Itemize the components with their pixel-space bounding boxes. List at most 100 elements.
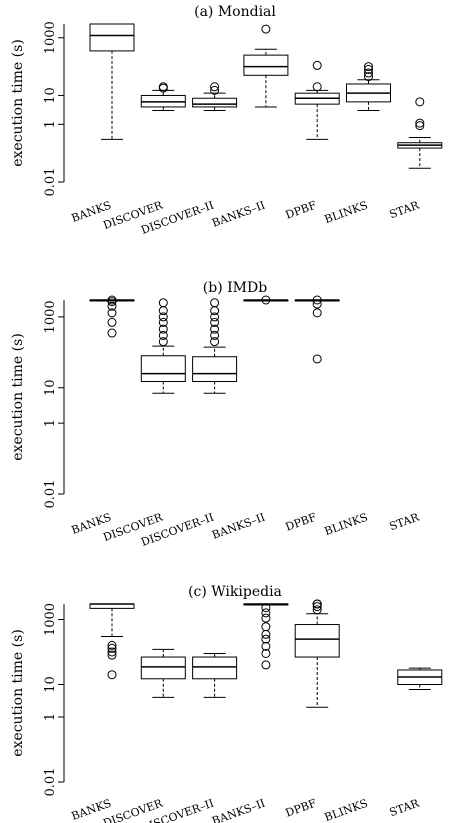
outlier-point — [261, 24, 271, 34]
outlier-point — [210, 82, 220, 92]
boxplot-dpbf — [294, 599, 340, 708]
x-tick-label: DPBF — [284, 510, 319, 533]
x-tick-label: STAR — [388, 796, 422, 819]
outlier-point — [210, 337, 220, 347]
outlier-point — [364, 62, 373, 72]
chart-panel-2: (b) IMDb 0.01 1 10 1000 execution time (s) BAN… — [10, 280, 421, 549]
panel-title: (c) Wikipedia — [188, 584, 282, 600]
outlier-point — [364, 68, 373, 78]
outlier-point — [261, 608, 271, 618]
outlier-point — [107, 670, 117, 680]
iqr-box — [140, 656, 186, 680]
outlier-point — [210, 306, 220, 316]
outlier-point — [107, 643, 117, 653]
outlier-point — [158, 317, 168, 327]
x-tick-label: DPBF — [284, 198, 319, 221]
outlier-point — [210, 298, 220, 308]
iqr-box — [294, 624, 340, 658]
boxplot-dpbf — [294, 60, 340, 140]
outlier-point — [364, 64, 373, 74]
y-tick-label: 10 — [43, 676, 58, 693]
outlier-point — [261, 634, 271, 644]
boxplot-discover — [140, 648, 186, 698]
outlier-point — [158, 298, 168, 308]
boxplot-banks-ii — [243, 295, 289, 305]
boxplot-discover-ii — [192, 652, 238, 698]
outlier-point — [261, 641, 271, 651]
iqr-box — [192, 656, 238, 680]
outlier-point — [158, 82, 168, 92]
y-tick-label: 0.01 — [43, 768, 58, 797]
boxplot-banks-ii — [243, 603, 289, 670]
outlier-point — [107, 317, 117, 327]
outlier-point — [312, 299, 322, 309]
boxplot-banks — [89, 295, 135, 338]
y-tick-label: 0.01 — [43, 168, 58, 197]
outlier-point — [415, 97, 425, 107]
outlier-point — [312, 602, 322, 612]
iqr-box — [243, 54, 289, 76]
boxplot-dpbf — [294, 295, 340, 364]
outlier-point — [261, 660, 271, 670]
boxplot-star — [397, 97, 443, 169]
x-tick-label: BANKS–II — [210, 511, 267, 542]
outlier-point — [107, 647, 117, 657]
outlier-point — [210, 85, 220, 95]
outlier-point — [415, 121, 425, 131]
y-tick-label: 1 — [43, 713, 58, 721]
chart-panel-3: (c) Wikipedia 0.01 1 10 1000 execution time (… — [10, 584, 443, 823]
outlier-point — [210, 324, 220, 334]
y-tick-label: 10 — [43, 379, 58, 396]
outlier-point — [312, 599, 322, 609]
y-tick-label: 1 — [43, 120, 58, 128]
outlier-point — [210, 312, 220, 322]
x-tick-label: BLINKS — [323, 797, 370, 823]
outlier-point — [158, 330, 168, 340]
y-tick-label: 1 — [43, 419, 58, 427]
y-tick-label: 0.01 — [43, 480, 58, 509]
outlier-point — [158, 306, 168, 316]
boxplot-discover — [140, 298, 186, 394]
outlier-point — [312, 605, 322, 615]
outlier-point — [312, 82, 322, 92]
outlier-point — [158, 337, 168, 347]
y-tick-label: 1000 — [43, 603, 58, 636]
chart-panel-1: (a) Mondial 0.01 1 10 1000 execution time (s)… — [10, 4, 443, 237]
y-tick-label: 1000 — [43, 21, 58, 54]
x-tick-label: BLINKS — [323, 199, 370, 227]
outlier-point — [107, 308, 117, 318]
y-axis-label: execution time (s) — [10, 39, 26, 167]
x-tick-label: STAR — [388, 510, 422, 533]
outlier-point — [107, 640, 117, 650]
outlier-point — [158, 324, 168, 334]
x-tick-label: STAR — [388, 198, 422, 221]
x-tick-label: BANKS–II — [210, 797, 267, 823]
y-tick-label: 1000 — [43, 300, 58, 333]
boxplot-blinks — [346, 62, 391, 112]
y-tick-label: 10 — [43, 87, 58, 104]
boxplot-discover-ii — [192, 298, 238, 394]
outlier-point — [210, 317, 220, 327]
y-axis-label: execution time (s) — [10, 333, 26, 461]
iqr-box — [89, 23, 135, 52]
outlier-point — [312, 60, 322, 70]
outlier-point — [261, 603, 271, 613]
outlier-point — [312, 354, 322, 364]
boxplot-banks — [89, 603, 135, 680]
outlier-point — [107, 295, 117, 305]
iqr-box — [140, 355, 186, 383]
y-axis-label: execution time (s) — [10, 629, 26, 757]
boxplot-discover-ii — [192, 82, 238, 112]
boxplot-banks — [89, 23, 135, 140]
outlier-point — [261, 295, 271, 305]
x-tick-label: DPBF — [284, 796, 319, 819]
outlier-point — [415, 118, 425, 128]
outlier-point — [312, 295, 322, 305]
outlier-point — [107, 328, 117, 338]
outlier-point — [107, 301, 117, 311]
panel-title: (b) IMDb — [203, 280, 267, 296]
x-tick-label: BLINKS — [323, 511, 370, 539]
boxplot-banks-ii — [243, 24, 289, 108]
outlier-point — [261, 629, 271, 639]
